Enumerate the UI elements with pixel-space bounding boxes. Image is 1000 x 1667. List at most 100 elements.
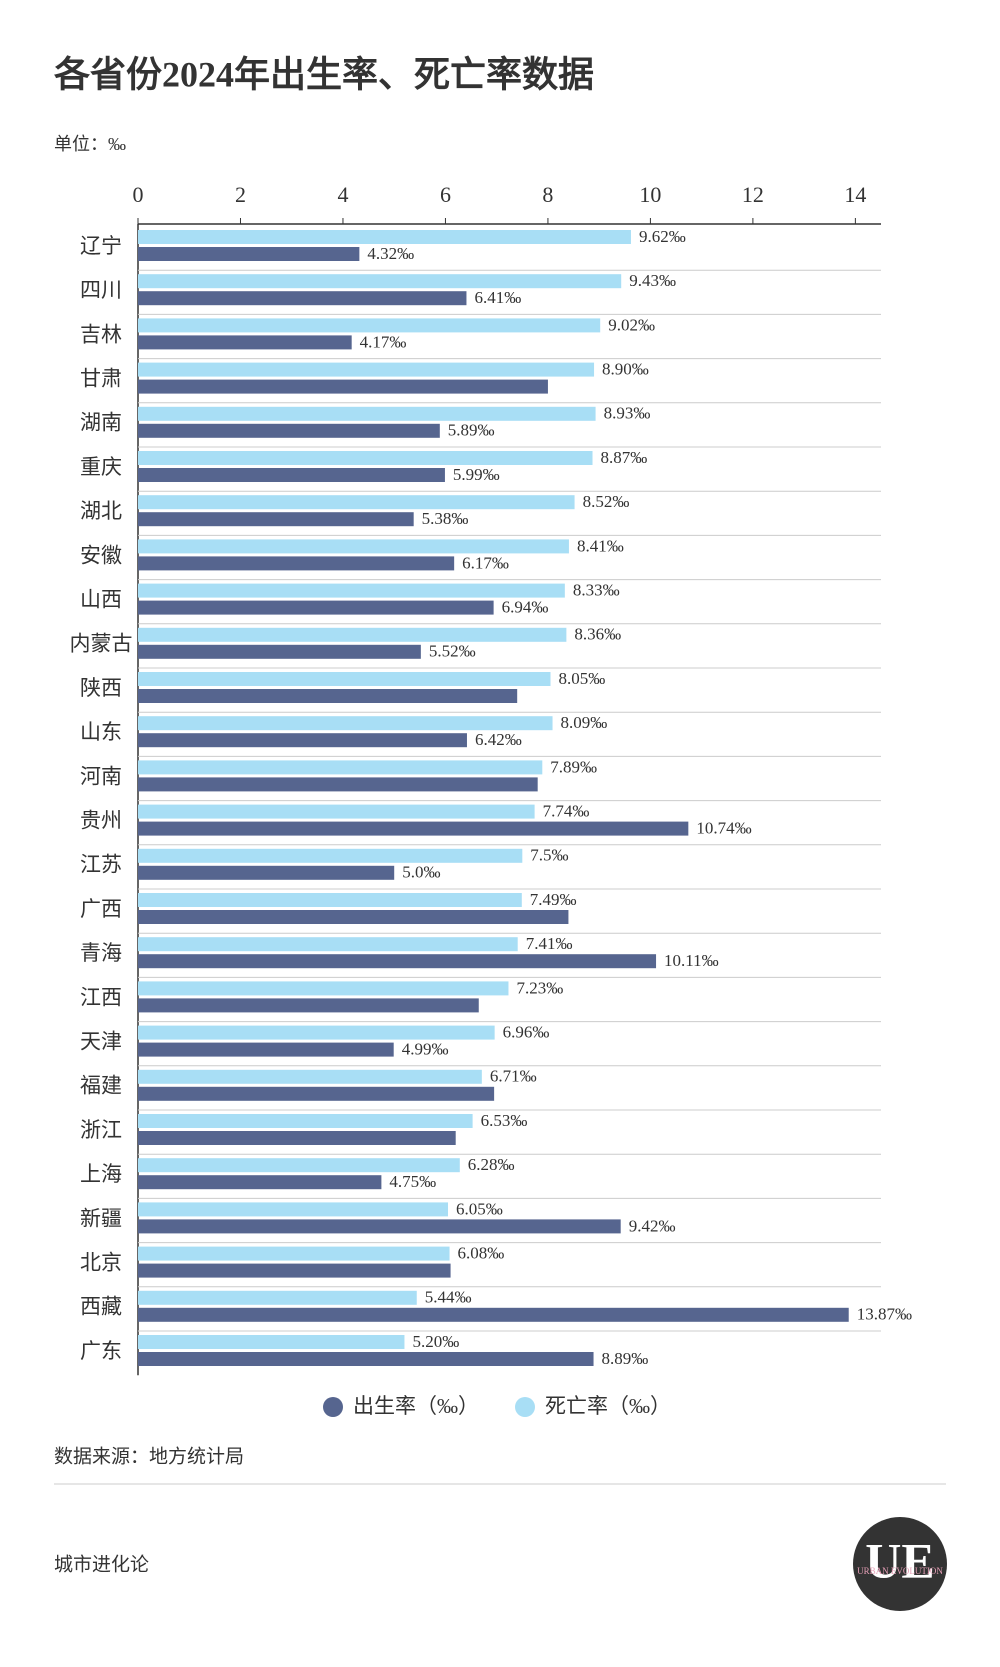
category-label: 江苏 — [80, 853, 122, 877]
bar — [138, 230, 631, 244]
bar — [138, 539, 569, 554]
value-label: 6.08‰ — [458, 1244, 505, 1263]
bar — [138, 1202, 449, 1217]
bar — [138, 318, 601, 333]
x-tick-label: 14 — [844, 182, 866, 207]
value-label: 9.43‰ — [629, 271, 676, 290]
bar — [138, 406, 596, 421]
bar — [138, 760, 543, 775]
category-label: 山西 — [80, 588, 122, 612]
logo-letters: UE — [865, 1532, 934, 1588]
footer: 城市进化论 — [54, 1553, 149, 1575]
value-label: 7.41‰ — [526, 934, 573, 953]
x-tick-label: 12 — [742, 182, 764, 207]
x-tick-label: 8 — [542, 182, 553, 207]
value-label: 8.05‰ — [558, 669, 605, 688]
bar — [138, 981, 509, 996]
value-label: 6.53‰ — [481, 1111, 528, 1130]
bar — [138, 937, 518, 952]
value-label: 5.99‰ — [453, 465, 500, 484]
bar — [138, 1131, 456, 1145]
category-label: 福建 — [80, 1074, 122, 1098]
legend-swatch — [323, 1397, 343, 1417]
x-tick-label: 6 — [440, 182, 451, 207]
value-label: 6.17‰ — [462, 553, 509, 572]
bar — [138, 274, 622, 289]
value-label: 4.75‰ — [389, 1172, 436, 1191]
bar — [138, 672, 551, 686]
category-label: 广东 — [80, 1339, 122, 1363]
bar — [138, 1335, 405, 1349]
x-tick-label: 10 — [639, 182, 661, 207]
bar — [138, 821, 689, 836]
value-label: 8.33‰ — [573, 581, 620, 600]
value-label: 6.71‰ — [490, 1067, 537, 1086]
value-label: 6.28‰ — [468, 1155, 515, 1174]
value-label: 7.5‰ — [530, 846, 568, 865]
category-label: 天津 — [80, 1030, 122, 1054]
bar — [138, 865, 395, 880]
bar — [138, 1114, 473, 1128]
value-label: 8.09‰ — [561, 713, 608, 732]
x-tick-label: 2 — [235, 182, 246, 207]
value-label: 7.74‰ — [543, 802, 590, 821]
category-label: 内蒙古 — [70, 632, 133, 656]
bar — [138, 893, 522, 907]
bar — [138, 1307, 849, 1322]
value-label: 6.42‰ — [475, 730, 522, 749]
bar — [138, 804, 535, 819]
value-label: 8.93‰ — [604, 404, 651, 423]
x-tick-label: 0 — [133, 182, 144, 207]
x-tick-label: 4 — [337, 182, 348, 207]
bar — [138, 689, 518, 703]
bar — [138, 362, 595, 377]
category-label: 四川 — [80, 278, 122, 302]
bar — [138, 600, 494, 615]
bar — [138, 777, 538, 792]
bar — [138, 627, 567, 642]
legend-swatch — [515, 1397, 535, 1417]
bar — [138, 910, 569, 924]
bar — [138, 1175, 382, 1190]
value-label: 6.96‰ — [503, 1023, 550, 1042]
bar — [138, 495, 575, 510]
bar — [138, 247, 360, 261]
value-label: 9.42‰ — [629, 1216, 676, 1235]
bar — [138, 423, 440, 438]
value-label: 6.94‰ — [502, 598, 549, 617]
value-label: 13.87‰ — [857, 1305, 912, 1324]
category-label: 广西 — [80, 897, 122, 921]
category-label: 青海 — [80, 941, 122, 965]
category-label: 新疆 — [80, 1206, 122, 1230]
category-label: 西藏 — [80, 1295, 122, 1319]
value-label: 5.20‰ — [412, 1332, 459, 1351]
value-label: 9.02‰ — [608, 315, 655, 334]
bar — [138, 1158, 460, 1173]
bar — [138, 291, 467, 306]
bar — [138, 733, 467, 748]
value-label: 10.74‰ — [696, 819, 751, 838]
category-label: 山东 — [80, 720, 122, 744]
bar — [138, 1069, 482, 1084]
value-label: 6.41‰ — [474, 288, 521, 307]
source: 数据来源：地方统计局 — [54, 1445, 244, 1467]
category-label: 湖北 — [80, 499, 122, 523]
bar — [138, 1219, 621, 1234]
value-label: 4.32‰ — [367, 244, 414, 263]
category-label: 江西 — [80, 985, 122, 1009]
bar — [138, 379, 548, 394]
logo — [853, 1517, 947, 1611]
category-label: 北京 — [80, 1251, 122, 1275]
unit-label: 单位：‰ — [54, 134, 126, 154]
value-label: 9.62‰ — [639, 227, 686, 246]
value-label: 8.90‰ — [602, 360, 649, 379]
category-label: 安徽 — [80, 543, 122, 567]
value-label: 5.0‰ — [402, 863, 440, 882]
category-label: 吉林 — [80, 322, 122, 346]
bar — [138, 716, 553, 731]
bar — [138, 468, 445, 482]
bar — [138, 1352, 594, 1366]
value-label: 8.41‰ — [577, 536, 624, 555]
category-label: 重庆 — [80, 455, 122, 479]
